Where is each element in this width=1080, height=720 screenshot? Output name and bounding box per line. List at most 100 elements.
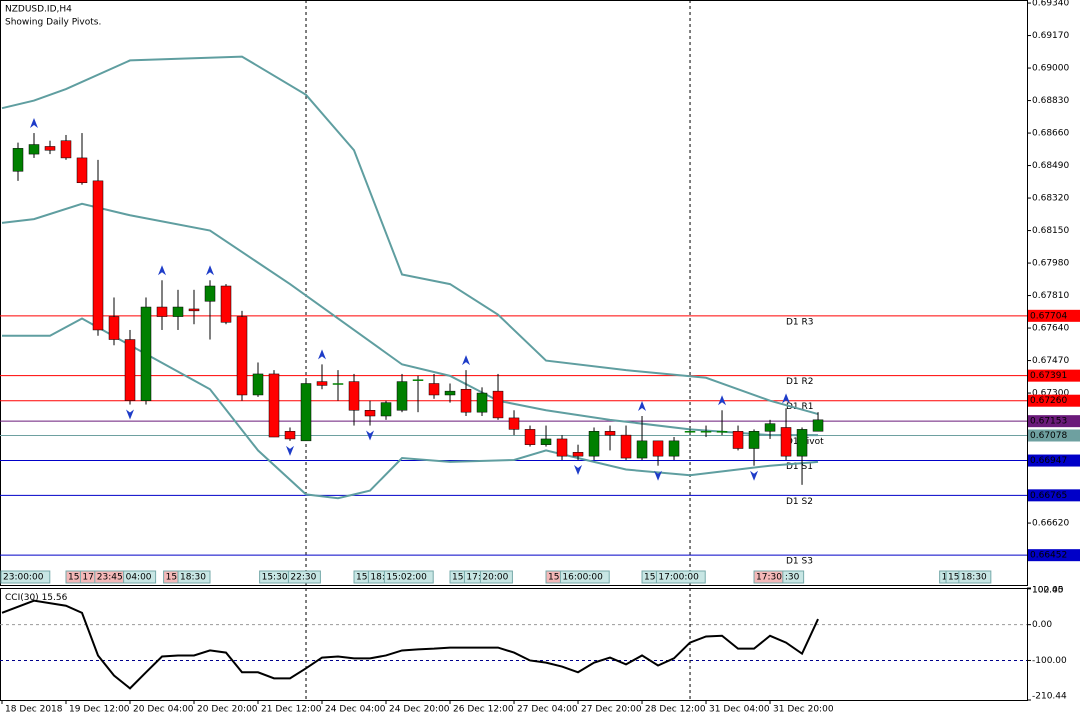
time-tag-label: 17:00:00: [658, 573, 699, 583]
candle-body: [748, 431, 760, 449]
x-tick-label: 20 Dec 20:00: [197, 705, 258, 715]
x-tick-label: 31 Dec 20:00: [773, 705, 834, 715]
pivot-label: D1 R2: [786, 377, 814, 387]
time-tag: [123, 570, 157, 584]
candle-body: [540, 438, 552, 445]
time-tag-label: 15:: [452, 573, 466, 583]
price-tag-label: 0.67153: [1030, 417, 1067, 427]
candle-body: [684, 431, 696, 433]
candle-body: [572, 452, 584, 457]
candle-body: [12, 148, 24, 172]
time-tag: [287, 570, 321, 584]
chart-title: NZDUSD.ID,H4: [5, 5, 72, 15]
candle-body: [556, 438, 568, 457]
candle-body: [380, 402, 392, 417]
time-tag: [559, 570, 610, 584]
time-tag-label: 23:00:00: [3, 573, 44, 583]
time-tag-label: 17:30: [756, 573, 782, 583]
price-tag: [1028, 309, 1080, 322]
candle-body: [28, 144, 40, 155]
candle-body: [92, 180, 104, 331]
candle-body: [460, 388, 472, 413]
candle-body: [316, 381, 328, 386]
fractal-up: [718, 395, 727, 406]
time-tag-label: 18:30: [961, 573, 987, 583]
fractal-up: [782, 393, 791, 404]
candle-body: [412, 379, 424, 381]
cci-line: [1, 599, 819, 690]
candle-body: [620, 434, 632, 459]
candle-body: [812, 419, 824, 432]
time-tag-label: 16:00:00: [562, 573, 603, 583]
candle-body: [300, 383, 312, 442]
candle-body: [76, 157, 88, 184]
y-tick-label: 0.68490: [1032, 161, 1069, 171]
fractal-down: [126, 409, 135, 420]
price-tag-label: 0.67260: [1030, 396, 1067, 406]
price-tag-label: 0.66452: [1030, 551, 1067, 561]
time-tag-label: 20:00: [482, 573, 508, 583]
candle-body: [780, 427, 792, 457]
fractal-up: [638, 401, 647, 411]
bollinger-band: [1, 55, 819, 416]
candle-body: [668, 440, 680, 457]
candle-body: [284, 431, 296, 440]
time-tag: [383, 570, 434, 584]
x-tick-label: 26 Dec 12:00: [453, 705, 514, 715]
price-tag: [1028, 454, 1080, 467]
x-tick-label: 31 Dec 04:00: [709, 705, 770, 715]
time-tag-label: 17:: [82, 573, 96, 583]
fractal-up: [30, 118, 39, 129]
candle-body: [140, 306, 152, 401]
y-tick-label: 0.00: [1032, 620, 1052, 630]
time-tag-label: 18:: [370, 573, 384, 583]
candle-body: [796, 429, 808, 457]
candle-body: [716, 431, 728, 433]
candle-body: [652, 440, 664, 457]
cci-frame: [0, 588, 1028, 701]
candle-body: [700, 431, 712, 433]
time-tag-label: 15: [948, 573, 959, 583]
candle-body: [156, 306, 168, 317]
candle-body: [124, 339, 136, 401]
pivot-label: D1 R1: [786, 402, 814, 412]
fractal-up: [206, 265, 215, 276]
main-frame: [0, 0, 1028, 586]
candle-body: [44, 146, 56, 151]
price-tag-label: 0.67391: [1030, 371, 1067, 381]
time-tag-label: 15:30: [262, 573, 288, 583]
time-tag-label: 23:45: [97, 573, 123, 583]
y-tick-label: 0.69170: [1032, 31, 1069, 41]
candle-body: [732, 431, 744, 449]
candle-body: [172, 306, 184, 317]
candle-body: [364, 410, 376, 417]
candle-body: [764, 423, 776, 432]
price-tag: [1028, 489, 1080, 502]
fractal-down: [366, 430, 375, 441]
cci-name: CCI(30): [5, 593, 39, 603]
candle-body: [204, 285, 216, 302]
fractal-down: [750, 470, 759, 481]
time-tag-label: 1: [942, 573, 948, 583]
x-tick-label: 20 Dec 04:00: [133, 705, 194, 715]
price-tag: [1028, 429, 1080, 442]
cci-title: CCI(30) 15.56: [5, 593, 68, 603]
candle-body: [332, 383, 344, 385]
time-tag-label: 15:: [166, 573, 180, 583]
time-tag-label: 04:00: [126, 573, 152, 583]
x-tick-label: 18 Dec 2018: [5, 705, 63, 715]
candle-body: [252, 373, 264, 396]
time-tag: [479, 570, 513, 584]
time-tag-label: 15:: [644, 573, 658, 583]
x-tick-label: 19 Dec 12:00: [69, 705, 130, 715]
x-tick-label: 27 Dec 04:00: [517, 705, 578, 715]
candle-body: [428, 383, 440, 396]
pivot-label: D1 S1: [786, 462, 813, 472]
time-tag-label: 15:: [548, 573, 562, 583]
chart-subtitle: Showing Daily Pivots.: [5, 18, 101, 28]
price-tag: [1028, 415, 1080, 428]
cci-last-value: 15.56: [42, 593, 68, 603]
time-tag-label: 22:30: [290, 573, 316, 583]
